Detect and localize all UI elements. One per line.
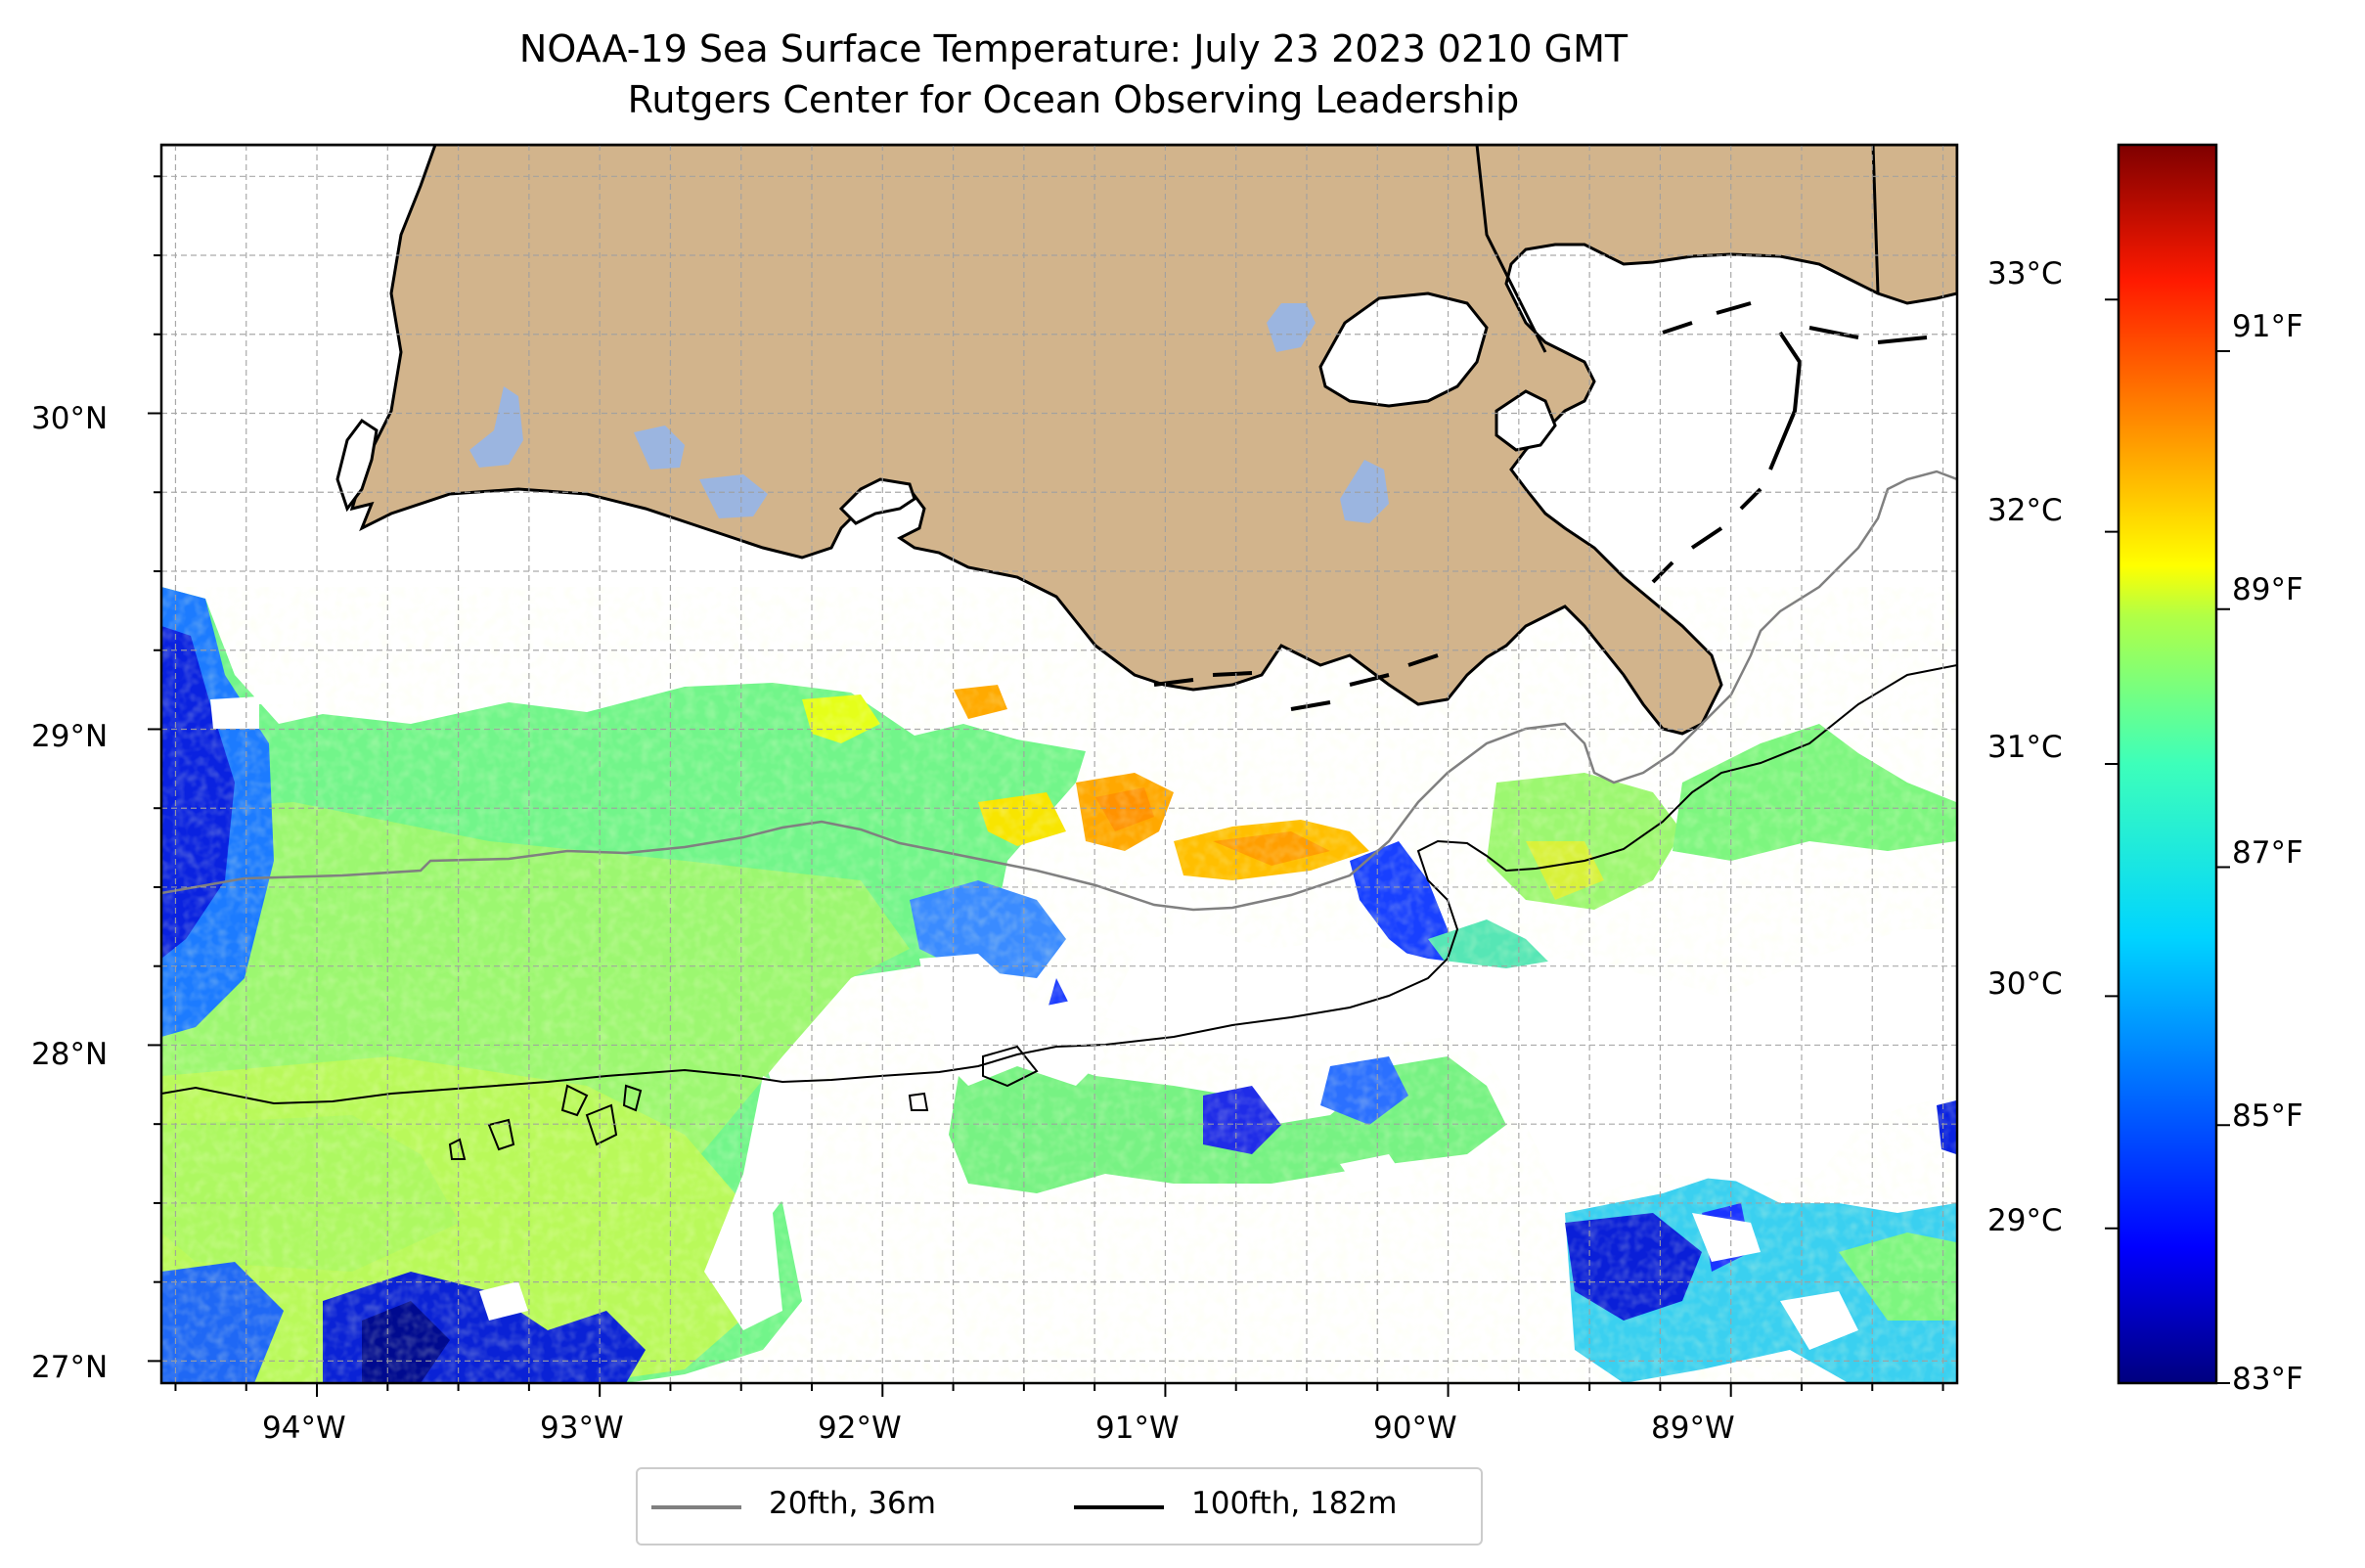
plot-frame — [159, 143, 1959, 1385]
inland-lakes — [469, 303, 1389, 523]
cb-celsius-32: 32°C — [1987, 493, 2063, 528]
lon-tick-94w: 94°W — [262, 1411, 346, 1446]
chart-title: NOAA-19 Sea Surface Temperature: July 23… — [518, 27, 1629, 70]
cb-fahrenheit-91: 91°F — [2232, 309, 2303, 344]
lat-tick-27n: 27°N — [31, 1350, 109, 1385]
lake-pontchartrain — [1318, 291, 1489, 408]
cb-celsius-29: 29°C — [1987, 1203, 2063, 1238]
calcasieu-bay — [335, 418, 379, 513]
legend-label-20fth: 20fth, 36m — [769, 1486, 936, 1521]
lat-tick-28n: 28°N — [31, 1037, 109, 1072]
lon-tick-90w: 90°W — [1373, 1411, 1457, 1446]
cb-fahrenheit-85: 85°F — [2232, 1098, 2303, 1134]
legend-swatch-20fth — [651, 1505, 741, 1509]
cb-fahrenheit-83: 83°F — [2232, 1362, 2303, 1397]
colorbar — [2117, 143, 2218, 1385]
cb-celsius-31: 31°C — [1987, 730, 2063, 765]
legend-swatch-100fth — [1074, 1505, 1164, 1509]
lon-tick-93w: 93°W — [540, 1411, 624, 1446]
cb-fahrenheit-89: 89°F — [2232, 572, 2303, 607]
chart-subtitle: Rutgers Center for Ocean Observing Leade… — [627, 78, 1520, 121]
cb-fahrenheit-87: 87°F — [2232, 835, 2303, 871]
isobath-20fth — [161, 470, 1957, 912]
lat-tick-30n: 30°N — [31, 401, 109, 436]
lon-tick-89w: 89°W — [1651, 1411, 1735, 1446]
isobath-100fth — [161, 664, 1957, 1105]
legend: 20fth, 36m 100fth, 182m — [636, 1467, 1483, 1546]
cb-celsius-30: 30°C — [1987, 966, 2063, 1002]
gridlines — [161, 145, 1957, 1383]
lon-tick-92w: 92°W — [818, 1411, 902, 1446]
lon-tick-91w: 91°W — [1095, 1411, 1180, 1446]
cb-celsius-33: 33°C — [1987, 256, 2063, 291]
lat-tick-29n: 29°N — [31, 719, 109, 754]
legend-label-100fth: 100fth, 182m — [1191, 1486, 1398, 1521]
